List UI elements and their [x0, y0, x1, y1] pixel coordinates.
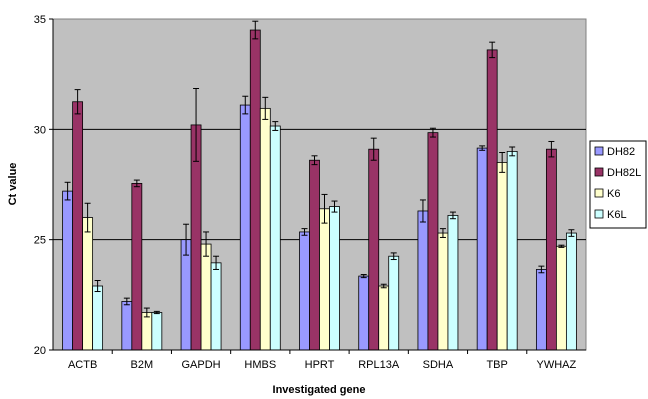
bar	[535, 269, 547, 351]
legend-label: K6	[607, 188, 620, 200]
bar	[131, 182, 143, 351]
y-tick-label: 30	[34, 124, 46, 136]
bar	[269, 125, 281, 351]
bar	[62, 190, 74, 351]
bar	[388, 255, 400, 351]
bar	[259, 107, 271, 351]
x-tick-label: B2M	[131, 359, 154, 371]
x-axis-title: Investigated gene	[273, 384, 366, 396]
x-tick-label: GAPDH	[181, 359, 220, 371]
bar	[358, 275, 370, 351]
bar	[545, 148, 557, 351]
bar	[121, 301, 133, 351]
x-tick-label: TBP	[486, 359, 507, 371]
legend-label: DH82	[607, 146, 635, 158]
bar	[92, 285, 104, 351]
bar	[141, 312, 153, 351]
x-axis-ticks: ACTB B2M GAPDH HMBS HPRT RPL13A SDHA TBP YWHAZ	[68, 350, 577, 371]
bar	[151, 312, 163, 351]
x-tick-label: HMBS	[244, 359, 276, 371]
bar	[496, 162, 508, 351]
bar	[368, 148, 380, 351]
bar	[72, 101, 84, 351]
y-tick-label: 35	[34, 14, 46, 26]
bar	[319, 208, 330, 351]
bar	[249, 29, 261, 351]
legend-swatch	[594, 167, 604, 177]
bar	[329, 206, 340, 351]
bar	[437, 232, 449, 351]
y-axis-title: Ct value	[7, 163, 19, 206]
y-tick-label: 25	[34, 235, 46, 247]
bar	[565, 232, 577, 351]
legend-label: DH82L	[607, 167, 641, 179]
x-tick-label: SDHA	[423, 359, 454, 371]
x-tick-label: RPL13A	[358, 359, 400, 371]
bar	[82, 217, 94, 351]
bar	[378, 285, 390, 351]
y-tick-label: 20	[34, 345, 46, 357]
bar	[447, 214, 459, 351]
bar	[555, 245, 567, 351]
bar	[506, 150, 518, 351]
bar	[427, 132, 439, 351]
bar	[299, 231, 310, 351]
legend-swatch	[594, 209, 604, 219]
x-tick-label: HPRT	[305, 359, 335, 371]
bar	[180, 239, 192, 351]
legend-swatch	[594, 188, 604, 198]
bar	[417, 210, 429, 351]
y-axis-ticks: 20 25 30 35	[34, 14, 53, 357]
bar	[486, 49, 498, 351]
error-bars	[64, 20, 575, 318]
bar	[476, 147, 488, 351]
legend: DH82 DH82L K6 K6L	[589, 140, 647, 229]
x-tick-label: ACTB	[68, 359, 97, 371]
bar	[210, 262, 222, 351]
legend-label: K6L	[607, 209, 627, 221]
x-tick-label: YWHAZ	[537, 359, 577, 371]
legend-swatch	[594, 146, 604, 156]
bar	[200, 243, 212, 351]
bar	[239, 104, 251, 351]
bar	[309, 159, 320, 351]
